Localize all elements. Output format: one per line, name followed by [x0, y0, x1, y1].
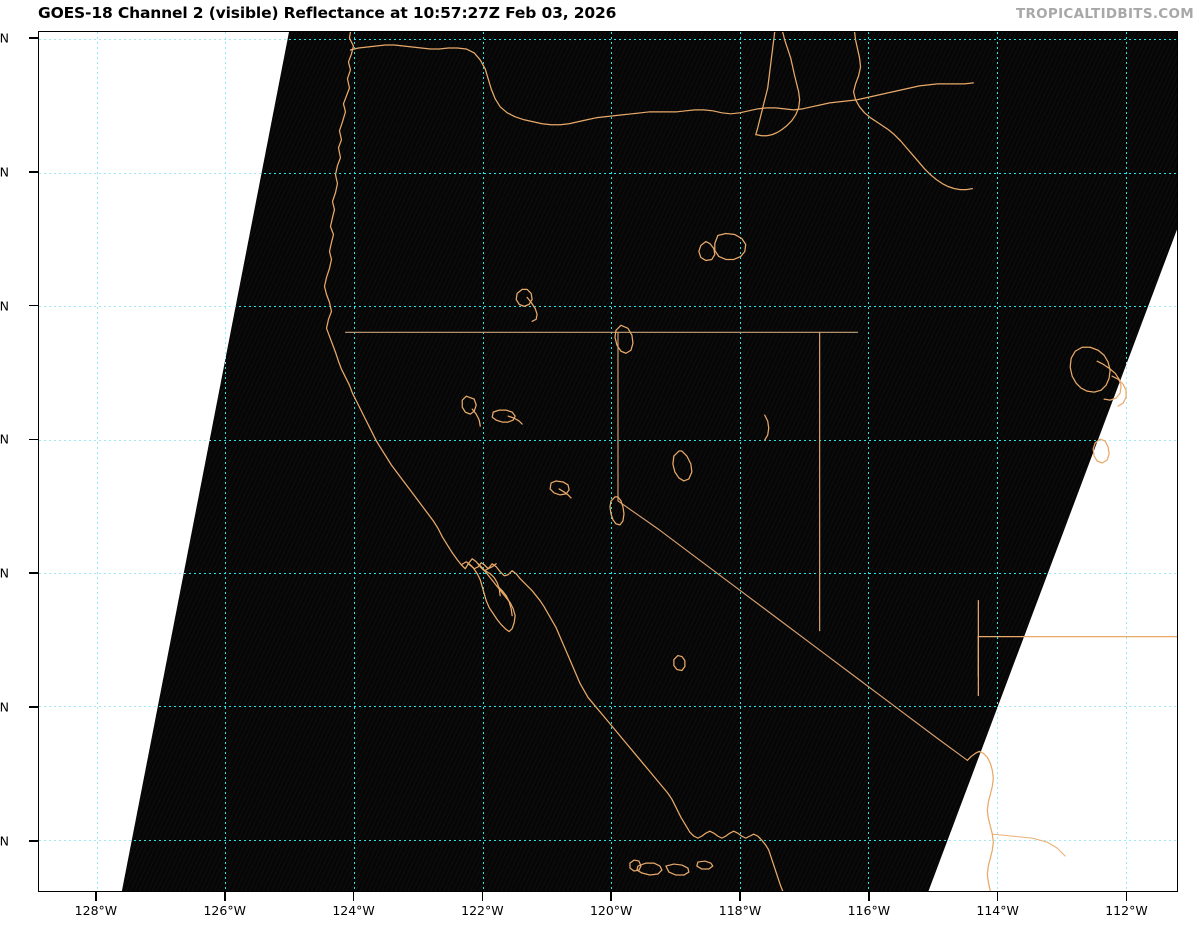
map-plot-area[interactable]	[38, 31, 1178, 892]
geography-overlay	[323, 32, 1177, 891]
x-tick-mark	[352, 892, 355, 901]
x-tick-mark	[1125, 892, 1128, 901]
watermark-label: TROPICALTIDBITS.COM	[1015, 6, 1194, 22]
x-axis-label-124W: 124°W	[332, 903, 375, 918]
x-axis-label-118W: 118°W	[718, 903, 762, 918]
x-axis-label-122W: 122°W	[461, 903, 504, 918]
y-axis-label-46N: 46°N	[0, 30, 9, 46]
x-axis-label-126W: 126°W	[203, 903, 246, 918]
x-axis-label-114W: 114°W	[976, 903, 1019, 918]
y-axis-label-36N: 36°N	[0, 699, 9, 715]
x-tick-mark	[223, 892, 226, 901]
y-axis-label-44N: 44°N	[0, 164, 9, 180]
y-axis-label-42N: 42°N	[0, 298, 9, 314]
y-tick-mark	[29, 304, 38, 307]
y-tick-mark	[29, 572, 38, 575]
y-axis-label-34N: 34°N	[0, 833, 9, 849]
y-tick-mark	[29, 438, 38, 441]
x-tick-mark	[95, 892, 97, 901]
y-tick-mark	[29, 706, 38, 708]
x-axis-label-116W: 116°W	[847, 903, 891, 918]
satellite-scan-swath	[121, 32, 1177, 891]
x-axis-label-120W: 120°W	[589, 903, 633, 918]
x-tick-mark	[996, 892, 999, 901]
x-tick-mark	[610, 892, 612, 901]
y-tick-mark	[29, 171, 38, 173]
x-tick-mark	[481, 892, 484, 901]
y-tick-mark	[29, 37, 38, 39]
x-tick-mark	[739, 892, 741, 901]
y-axis-label-38N: 38°N	[0, 565, 9, 581]
x-axis-label-128W: 128°W	[74, 903, 118, 918]
y-tick-mark	[29, 840, 38, 842]
x-axis-label-112W: 112°W	[1105, 903, 1148, 918]
y-axis-label-40N: 40°N	[0, 431, 9, 447]
map-canvas	[39, 32, 1177, 891]
x-tick-mark	[868, 892, 870, 901]
page-title: GOES-18 Channel 2 (visible) Reflectance …	[38, 4, 617, 22]
